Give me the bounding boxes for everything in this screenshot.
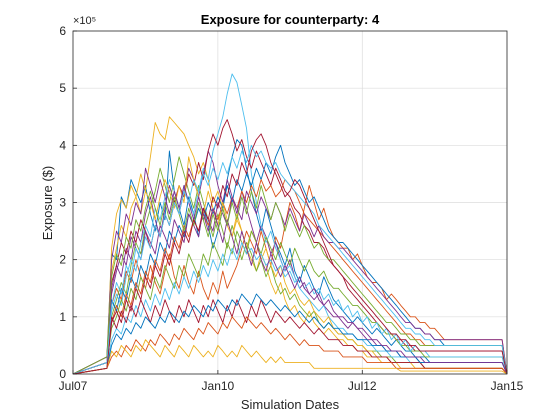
x-tick-label: Jul12 bbox=[348, 379, 377, 393]
series-line bbox=[72, 144, 508, 375]
x-axis-label: Simulation Dates bbox=[241, 397, 340, 412]
series-line bbox=[72, 184, 508, 375]
y-tick-label: 4 bbox=[59, 138, 66, 152]
y-axis-label: Exposure ($) bbox=[40, 166, 55, 240]
y-tick-label: 5 bbox=[59, 81, 66, 95]
x-tick-label: Jul07 bbox=[59, 379, 88, 393]
y-exponent-label: ×10⁵ bbox=[73, 15, 96, 27]
x-tick-label: Jan15 bbox=[491, 379, 524, 393]
y-tick-label: 3 bbox=[59, 196, 66, 210]
x-tick-label: Jan10 bbox=[202, 379, 235, 393]
series-line bbox=[72, 339, 508, 375]
series-line bbox=[72, 167, 508, 375]
series-group bbox=[72, 73, 508, 375]
y-tick-label: 0 bbox=[59, 367, 66, 381]
y-tick-label: 6 bbox=[59, 24, 66, 38]
series-line bbox=[72, 190, 508, 375]
series-line bbox=[72, 316, 508, 375]
ticks: 0 1 2 3 4 5 6 Jul07 Jan10 Jul12 Jan15 bbox=[59, 24, 524, 393]
y-tick-label: 1 bbox=[59, 310, 66, 324]
chart-title: Exposure for counterparty: 4 bbox=[201, 12, 380, 27]
series-line bbox=[72, 133, 508, 375]
y-tick-label: 2 bbox=[59, 253, 66, 267]
